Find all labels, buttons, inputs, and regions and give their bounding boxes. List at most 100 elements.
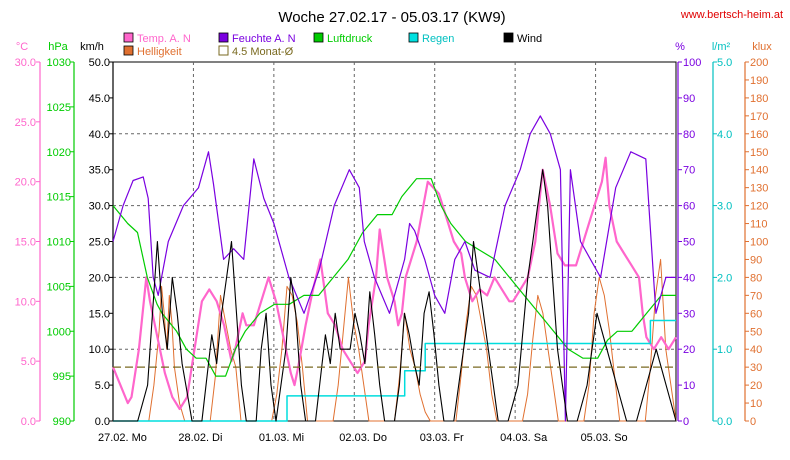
humidity-axis-tick-label: 10: [683, 380, 695, 392]
light-axis-tick-label: 120: [750, 201, 768, 213]
rain-axis-tick-label: 2.0: [717, 272, 732, 284]
humidity-axis-tick-label: 100: [683, 57, 701, 69]
humidity-axis-tick-label: 40: [683, 272, 695, 284]
unit-temp: °C: [16, 41, 28, 53]
wind-axis-tick-label: 0.0: [95, 416, 110, 428]
wind-axis-tick-label: 20.0: [89, 272, 110, 284]
legend-swatch-wind: [503, 32, 514, 43]
wind-axis-tick-label: 25.0: [89, 237, 110, 249]
axes: 30.025.020.015.010.05.00.010301025102010…: [15, 57, 769, 428]
light-axis-tick-label: 30: [750, 362, 762, 374]
humidity-axis-tick-label: 80: [683, 129, 695, 141]
pressure-axis-tick-label: 1020: [47, 147, 71, 159]
legend-label-regen: Regen: [422, 33, 454, 45]
site-url: www.bertsch-heim.at: [680, 9, 783, 21]
light-axis-tick-label: 90: [750, 254, 762, 266]
humidity-axis-tick-label: 0: [683, 416, 689, 428]
light-axis-tick-label: 140: [750, 165, 768, 177]
legend-label-feuchte: Feuchte A. N: [232, 33, 296, 45]
humidity-axis-tick-label: 90: [683, 93, 695, 105]
wind-axis-tick-label: 15.0: [89, 308, 110, 320]
wind-axis-tick-label: 45.0: [89, 93, 110, 105]
light-axis-tick-label: 40: [750, 344, 762, 356]
light-axis-tick-label: 130: [750, 183, 768, 195]
chart-title: Woche 27.02.17 - 05.03.17 (KW9): [278, 9, 505, 26]
x-tick-label: 05.03. So: [581, 432, 628, 444]
light-axis-tick-label: 70: [750, 290, 762, 302]
light-axis-tick-label: 170: [750, 111, 768, 123]
wind-axis-tick-label: 10.0: [89, 344, 110, 356]
rain-axis-tick-label: 3.0: [717, 201, 732, 213]
light-axis-tick-label: 80: [750, 272, 762, 284]
legend-label-monat: 4.5 Monat-Ø: [232, 46, 294, 58]
light-axis-tick-label: 110: [750, 219, 768, 231]
series-line-regen: [113, 319, 676, 422]
legend-label-luftdruck: Luftdruck: [327, 33, 373, 45]
x-axis-labels: 27.02. Mo 28.02. Di 01.03. Mi 02.03. Do 03.0…: [98, 432, 628, 444]
humidity-axis-tick-label: 30: [683, 308, 695, 320]
plot-border: [112, 61, 677, 422]
series-line-temp: [111, 156, 677, 411]
temp-axis-tick-label: 20.0: [15, 177, 36, 189]
rain-axis-tick-label: 1.0: [717, 344, 732, 356]
x-tick-label: 04.03. Sa: [500, 432, 548, 444]
legend-swatch-helligkeit: [123, 45, 134, 56]
humidity-axis-tick-label: 70: [683, 165, 695, 177]
pressure-axis-tick-label: 1015: [47, 192, 71, 204]
temp-axis-tick-label: 15.0: [15, 237, 36, 249]
legend-label-temp: Temp. A. N: [137, 33, 191, 45]
light-axis-tick-label: 20: [750, 380, 762, 392]
temp-axis-tick-label: 0.0: [21, 416, 36, 428]
temp-axis-tick-label: 30.0: [15, 57, 36, 69]
wind-axis-tick-label: 30.0: [89, 201, 110, 213]
legend-swatch-regen: [408, 32, 419, 43]
x-tick-label: 27.02. Mo: [98, 432, 147, 444]
legend-swatch-luftdruck: [313, 32, 324, 43]
unit-humidity: %: [675, 41, 685, 53]
wind-axis-tick-label: 40.0: [89, 129, 110, 141]
light-axis-tick-label: 200: [750, 57, 768, 69]
wind-axis-tick-label: 35.0: [89, 165, 110, 177]
x-tick-label: 28.02. Di: [178, 432, 222, 444]
legend: Temp. A. N Helligkeit Feuchte A. N 4.5 M…: [123, 32, 542, 58]
rain-axis-tick-label: 4.0: [717, 129, 732, 141]
light-axis-tick-label: 160: [750, 129, 768, 141]
light-axis-tick-label: 150: [750, 147, 768, 159]
light-axis-tick-label: 60: [750, 308, 762, 320]
pressure-axis-tick-label: 1005: [47, 281, 71, 293]
legend-label-helligkeit: Helligkeit: [137, 46, 182, 58]
legend-swatch-temp: [123, 32, 134, 43]
light-axis-tick-label: 10: [750, 398, 762, 410]
series-line-feuchte: [112, 115, 676, 422]
wind-axis-tick-label: 5.0: [95, 380, 110, 392]
temp-axis-tick-label: 25.0: [15, 117, 36, 129]
rain-axis-tick-label: 5.0: [717, 57, 732, 69]
pressure-axis-tick-label: 1030: [47, 57, 71, 69]
axis-units: °C hPa km/h % l/m² klux: [16, 41, 772, 53]
pressure-axis-tick-label: 1025: [47, 102, 71, 114]
rain-axis-tick-label: 0.0: [717, 416, 732, 428]
humidity-axis-tick-label: 20: [683, 344, 695, 356]
series-layer: [111, 115, 677, 422]
series-line-luftdruck: [112, 178, 676, 377]
humidity-axis-tick-label: 60: [683, 201, 695, 213]
legend-swatch-monat: [218, 45, 229, 56]
legend-label-wind: Wind: [517, 33, 542, 45]
pressure-axis-tick-label: 990: [53, 416, 71, 428]
wind-axis-tick-label: 50.0: [89, 57, 110, 69]
x-tick-label: 03.03. Fr: [420, 432, 464, 444]
unit-pressure: hPa: [48, 41, 68, 53]
legend-swatch-feuchte: [218, 32, 229, 43]
unit-rain: l/m²: [712, 41, 731, 53]
humidity-axis-tick-label: 50: [683, 237, 695, 249]
light-axis-tick-label: 0: [750, 416, 756, 428]
temp-axis-tick-label: 5.0: [21, 356, 36, 368]
pressure-axis-tick-label: 1000: [47, 326, 71, 338]
x-tick-label: 02.03. Do: [339, 432, 387, 444]
pressure-axis-tick-label: 1010: [47, 237, 71, 249]
light-axis-tick-label: 190: [750, 75, 768, 87]
x-tick-label: 01.03. Mi: [259, 432, 304, 444]
pressure-axis-tick-label: 995: [53, 371, 71, 383]
unit-wind: km/h: [80, 41, 104, 53]
